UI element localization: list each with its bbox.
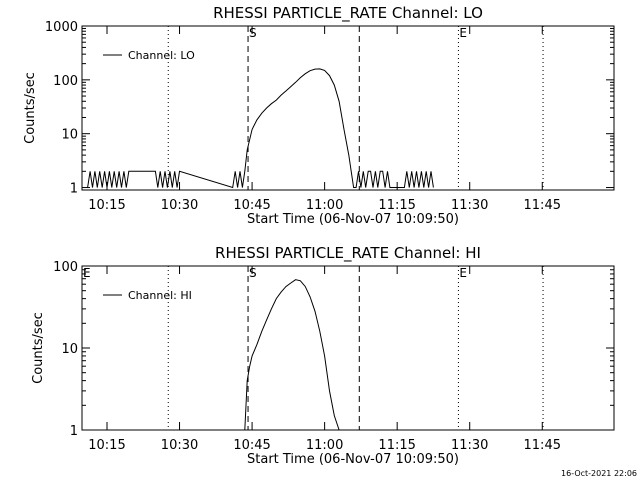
y-tick-label: 10 — [61, 128, 78, 143]
x-tick-label: 10:30 — [161, 438, 198, 453]
marker-label: E — [459, 266, 467, 280]
marker-label: S — [249, 266, 257, 280]
chart-title: RHESSI PARTICLE_RATE Channel: LO — [213, 4, 483, 23]
chart-panel-lo: RHESSI PARTICLE_RATE Channel: LO 1 10 100 10… — [23, 4, 615, 227]
marker-label: S — [249, 26, 257, 40]
x-tick-label: 11:30 — [451, 438, 488, 453]
x-tick-label: 11:45 — [524, 198, 561, 213]
y-axis-label: Counts/sec — [23, 72, 38, 144]
x-tick-label: 10:15 — [88, 438, 125, 453]
y-tick-label: 1 — [70, 182, 78, 197]
marker-label: E — [459, 26, 467, 40]
x-tick-label: 11:45 — [524, 438, 561, 453]
series-line-0 — [87, 68, 434, 189]
y-axis-label: Counts/sec — [31, 312, 46, 384]
x-tick-label: 11:00 — [306, 438, 343, 453]
y-tick-label: 10 — [61, 342, 78, 357]
marker-label: E — [83, 266, 91, 280]
x-axis-label: Start Time (06-Nov-07 10:09:50) — [247, 452, 459, 467]
legend-label: Channel: LO — [128, 49, 195, 62]
x-tick-label: 10:30 — [161, 198, 198, 213]
timestamp-footer: 16-Oct-2021 22:06 — [561, 469, 637, 478]
y-tick-label: 1000 — [45, 20, 78, 35]
series-line-1 — [244, 279, 340, 431]
chart-panel-hi: RHESSI PARTICLE_RATE Channel: HI 1 10 100 10… — [31, 244, 615, 467]
x-tick-label: 11:15 — [378, 438, 415, 453]
x-tick-label: 10:15 — [88, 198, 125, 213]
y-tick-label: 100 — [53, 74, 78, 89]
x-tick-label: 10:45 — [233, 438, 270, 453]
x-tick-label: 11:15 — [378, 198, 415, 213]
chart-title: RHESSI PARTICLE_RATE Channel: HI — [215, 244, 481, 263]
x-axis-label: Start Time (06-Nov-07 10:09:50) — [247, 212, 459, 227]
x-tick-label: 11:30 — [451, 198, 488, 213]
legend-label: Channel: HI — [128, 289, 192, 302]
y-tick-label: 1 — [70, 424, 78, 439]
x-tick-label: 11:00 — [306, 198, 343, 213]
y-tick-label: 100 — [53, 260, 78, 275]
x-tick-label: 10:45 — [233, 198, 270, 213]
